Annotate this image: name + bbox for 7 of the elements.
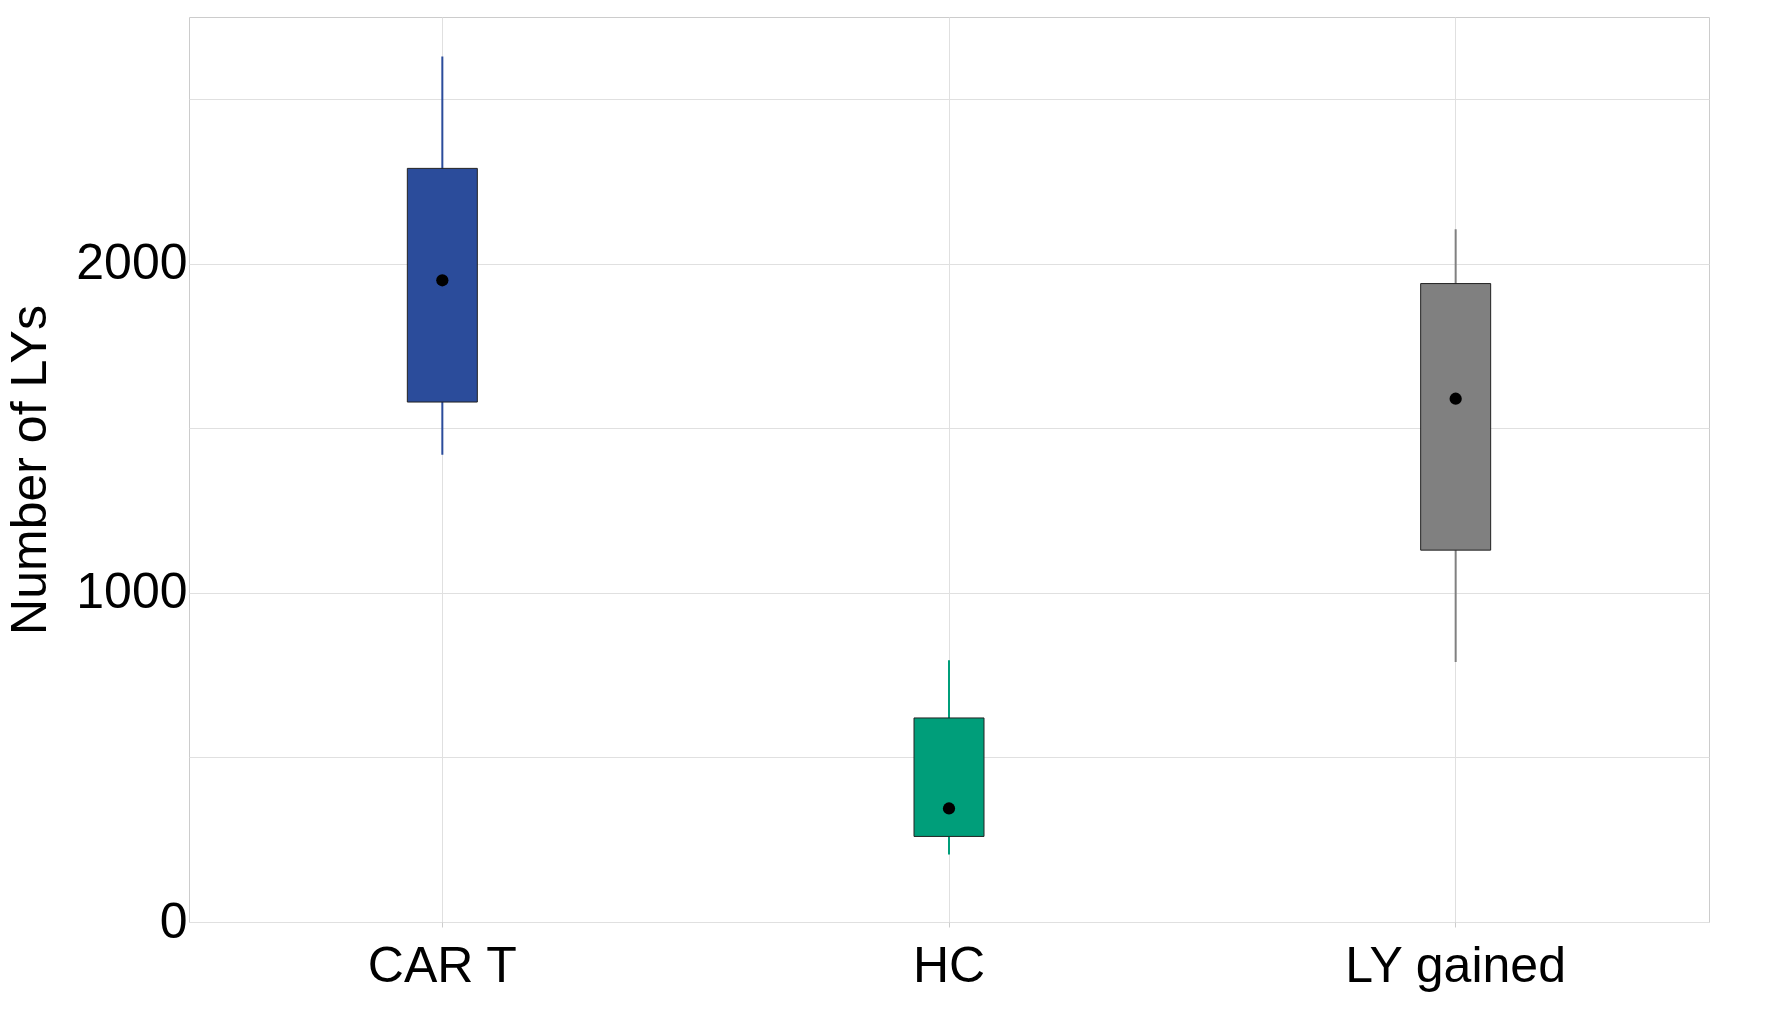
x-tick-label: LY gained [1345,936,1566,993]
y-tick-label: 1000 [76,563,188,620]
x-tick-label: HC [912,936,986,993]
x-tick-label: CAR T [367,936,517,993]
y-tick-label: 0 [159,892,188,949]
y-tick-label: 2000 [76,234,188,291]
y-axis-title: Number of LYs [1,305,58,635]
